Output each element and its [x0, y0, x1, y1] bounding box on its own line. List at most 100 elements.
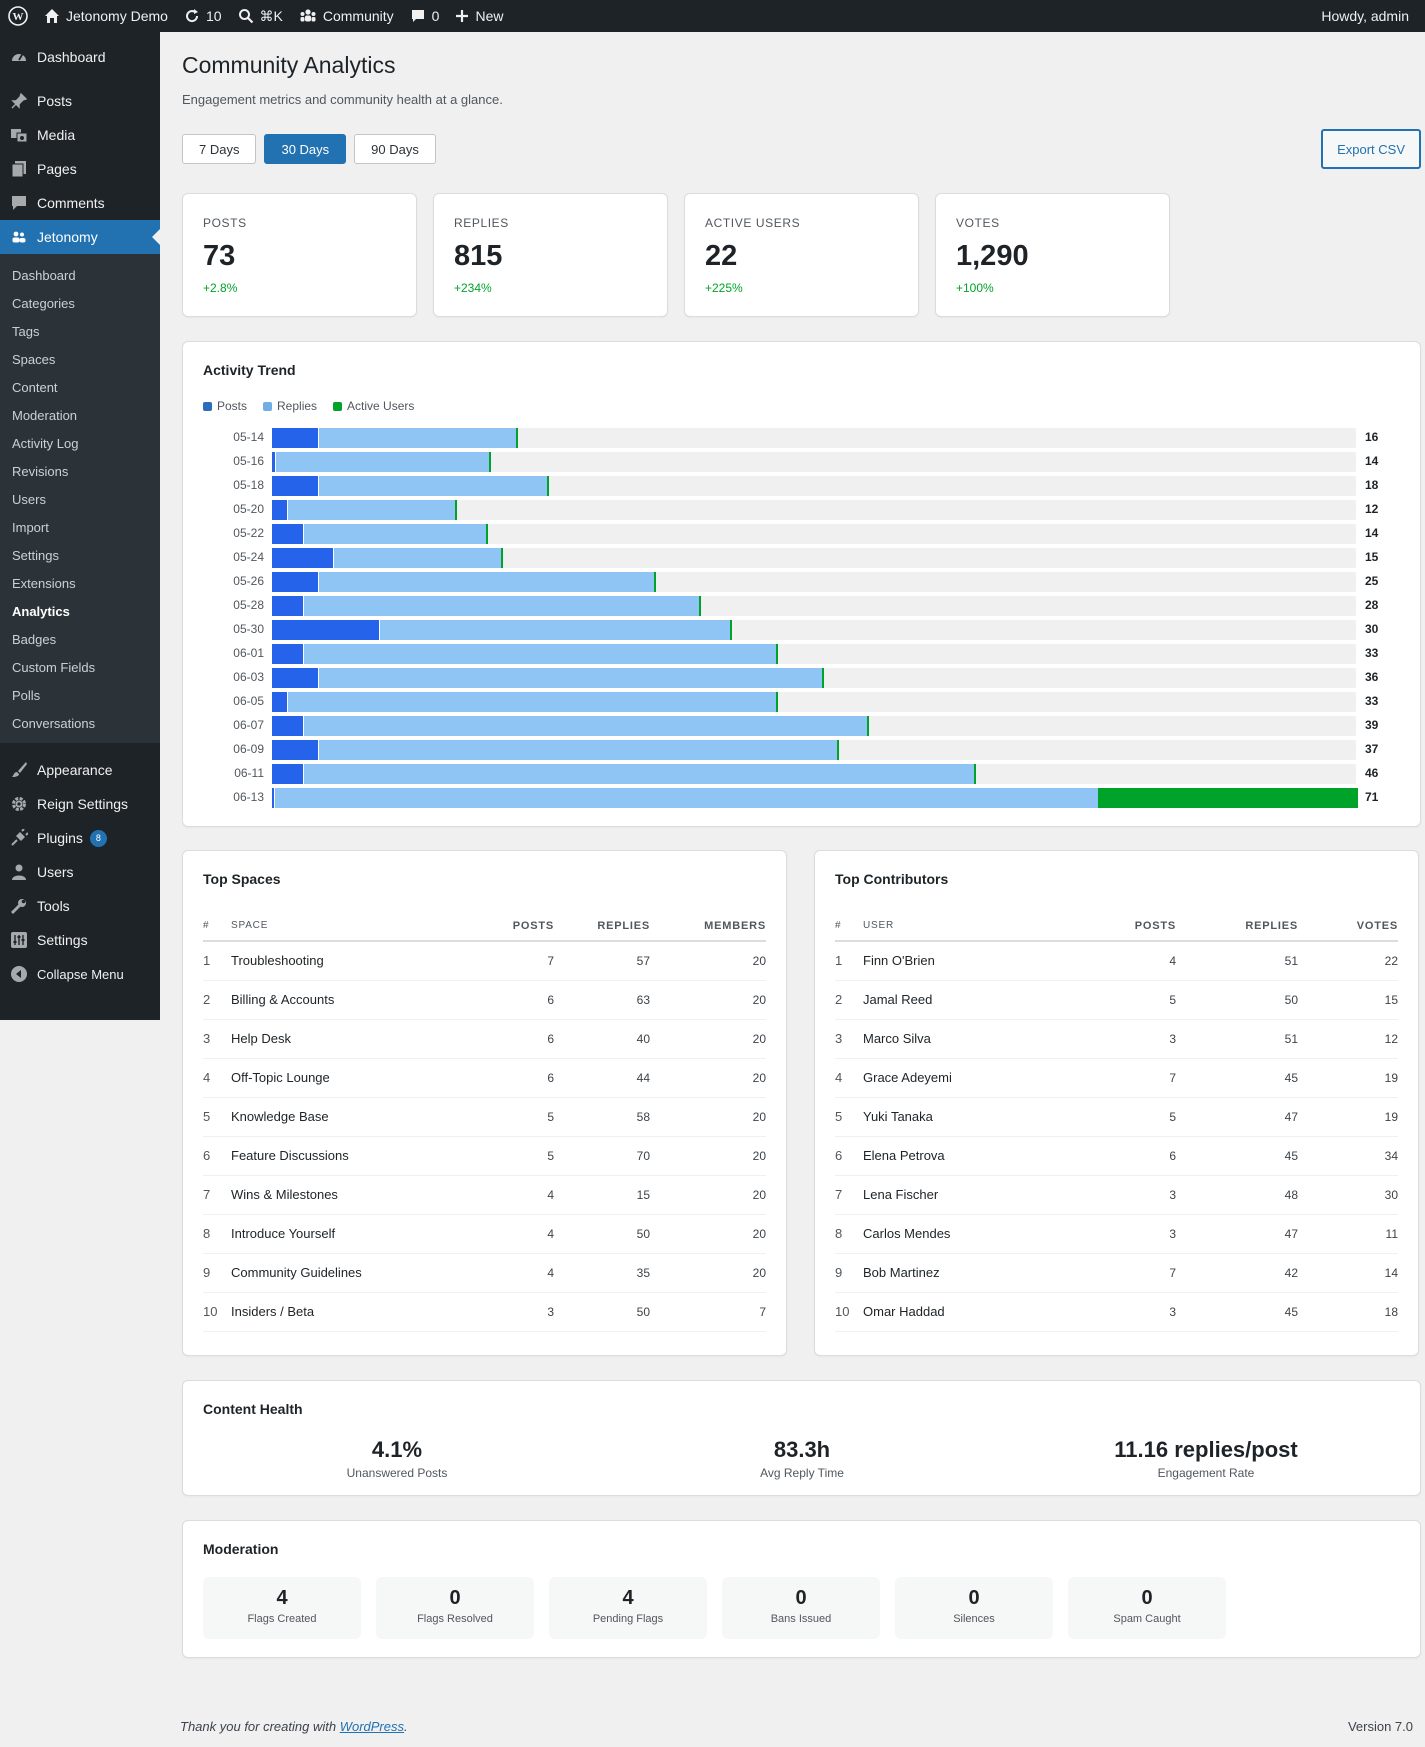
bar-track: [272, 764, 1356, 784]
date-label: 05-14: [233, 430, 264, 444]
collapse-menu-button[interactable]: Collapse Menu: [0, 957, 160, 991]
column-header-votes: VOTES: [1298, 911, 1398, 942]
name-cell[interactable]: Elena Petrova: [863, 1136, 1096, 1176]
search-link[interactable]: ⌘K: [230, 0, 291, 32]
bar-active-users: [775, 692, 778, 712]
menu-settings[interactable]: Settings: [0, 923, 160, 957]
submenu-item-dashboard[interactable]: Dashboard: [12, 267, 76, 283]
submenu-item-badges[interactable]: Badges: [12, 631, 57, 647]
submenu-item-settings[interactable]: Settings: [12, 547, 59, 563]
bar-posts: [272, 452, 276, 472]
posts-cell: 3: [1096, 1175, 1176, 1215]
table-row: 10 Insiders / Beta 3 50 7: [203, 1292, 766, 1332]
rank-cell: 10: [203, 1292, 231, 1332]
bar-active-users: [730, 620, 733, 640]
submenu-item-analytics[interactable]: Analytics: [12, 603, 70, 619]
name-cell[interactable]: Carlos Mendes: [863, 1214, 1096, 1254]
name-cell[interactable]: Introduce Yourself: [231, 1214, 474, 1254]
rank-cell: 10: [835, 1292, 863, 1332]
legend-label: Active Users: [347, 399, 415, 413]
submenu-item-categories[interactable]: Categories: [12, 295, 75, 311]
bar-active-users: [488, 452, 491, 472]
submenu-item-revisions[interactable]: Revisions: [12, 463, 69, 479]
menu-users[interactable]: Users: [0, 855, 160, 889]
name-cell[interactable]: Troubleshooting: [231, 941, 474, 981]
name-cell[interactable]: Billing & Accounts: [231, 980, 474, 1020]
wordpress-logo-icon[interactable]: W: [0, 0, 36, 32]
submenu-item-conversations[interactable]: Conversations: [12, 715, 96, 731]
wordpress-link[interactable]: WordPress: [339, 1719, 404, 1734]
menu-label: Tools: [37, 898, 70, 914]
rank-cell: 5: [835, 1097, 863, 1137]
submenu-item-spaces[interactable]: Spaces: [12, 351, 56, 367]
mod-stat-spam-caught: 0 Spam Caught: [1068, 1577, 1226, 1639]
health-item-avg-reply-time: 83.3h Avg Reply Time: [652, 1437, 952, 1480]
metric-cell: 14: [1298, 1253, 1398, 1293]
name-cell[interactable]: Marco Silva: [863, 1019, 1096, 1059]
menu-plugins[interactable]: Plugins 8: [0, 821, 160, 855]
column-header-rank: #: [203, 911, 231, 942]
export-csv-button[interactable]: Export CSV: [1321, 129, 1421, 169]
submenu-item-custom-fields[interactable]: Custom Fields: [12, 659, 96, 675]
comments-link[interactable]: 0: [402, 0, 448, 32]
groups-icon: [9, 227, 29, 247]
bar-posts: [272, 692, 288, 712]
updates-link[interactable]: 10: [176, 0, 230, 32]
stat-change: +100%: [956, 281, 994, 295]
range-7-days-button[interactable]: 7 Days: [182, 134, 257, 164]
dashboard-icon: [9, 47, 29, 67]
menu-label: Collapse Menu: [37, 966, 124, 982]
name-cell[interactable]: Knowledge Base: [231, 1097, 474, 1137]
name-cell[interactable]: Jamal Reed: [863, 980, 1096, 1020]
total-label: 18: [1365, 478, 1379, 492]
menu-comments[interactable]: Comments: [0, 186, 160, 220]
rank-cell: 2: [835, 980, 863, 1020]
name-cell[interactable]: Wins & Milestones: [231, 1175, 474, 1215]
new-content-link[interactable]: New: [447, 0, 511, 32]
submenu-item-users[interactable]: Users: [12, 491, 46, 507]
name-cell[interactable]: Grace Adeyemi: [863, 1058, 1096, 1098]
site-name-link[interactable]: Jetonomy Demo: [36, 0, 176, 32]
menu-dashboard[interactable]: Dashboard: [0, 40, 160, 74]
name-cell[interactable]: Off-Topic Lounge: [231, 1058, 474, 1098]
bar-posts: [272, 740, 318, 760]
name-cell[interactable]: Help Desk: [231, 1019, 474, 1059]
menu-media[interactable]: Media: [0, 118, 160, 152]
replies-cell: 45: [1176, 1136, 1298, 1176]
search-icon: [238, 9, 253, 24]
name-cell[interactable]: Community Guidelines: [231, 1253, 474, 1293]
posts-cell: 5: [1096, 1097, 1176, 1137]
submenu-item-activity-log[interactable]: Activity Log: [12, 435, 79, 451]
menu-tools[interactable]: Tools: [0, 889, 160, 923]
menu-reign-settings[interactable]: Reign Settings: [0, 787, 160, 821]
submenu-item-moderation[interactable]: Moderation: [12, 407, 78, 423]
submenu-item-tags[interactable]: Tags: [12, 323, 40, 339]
table-header-row: # USER POSTS REPLIES VOTES: [835, 911, 1398, 942]
bar-active-users: [867, 716, 870, 736]
name-cell[interactable]: Omar Haddad: [863, 1292, 1096, 1332]
account-menu[interactable]: Howdy, admin: [1313, 0, 1425, 32]
name-cell[interactable]: Finn O'Brien: [863, 941, 1096, 981]
bar-active-users: [974, 764, 977, 784]
submenu-item-content[interactable]: Content: [12, 379, 58, 395]
name-cell[interactable]: Insiders / Beta: [231, 1292, 474, 1332]
name-cell[interactable]: Feature Discussions: [231, 1136, 474, 1176]
range-30-days-button[interactable]: 30 Days: [264, 134, 347, 164]
bar-track: [272, 644, 1356, 664]
menu-appearance[interactable]: Appearance: [0, 753, 160, 787]
name-cell[interactable]: Bob Martinez: [863, 1253, 1096, 1293]
community-link[interactable]: Community: [291, 0, 402, 32]
name-cell[interactable]: Lena Fischer: [863, 1175, 1096, 1215]
name-cell[interactable]: Yuki Tanaka: [863, 1097, 1096, 1137]
submenu-item-extensions[interactable]: Extensions: [12, 575, 76, 591]
bar-track: [272, 692, 1356, 712]
submenu-item-import[interactable]: Import: [12, 519, 49, 535]
menu-pages[interactable]: Pages: [0, 152, 160, 186]
stat-change: +2.8%: [203, 281, 238, 295]
menu-posts[interactable]: Posts: [0, 84, 160, 118]
menu-jetonomy[interactable]: Jetonomy: [0, 220, 160, 254]
table-row: 3 Marco Silva 3 51 12: [835, 1019, 1398, 1059]
legend-swatch: [203, 401, 212, 411]
range-90-days-button[interactable]: 90 Days: [354, 134, 436, 164]
submenu-item-polls[interactable]: Polls: [12, 687, 41, 703]
